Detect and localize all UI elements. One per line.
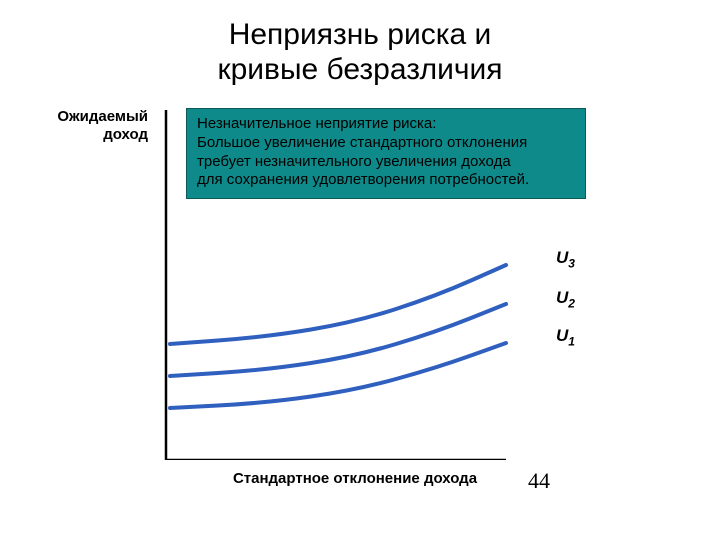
curve-label-u2-sub: 2 (568, 296, 575, 310)
chart-area: U3 U2 U1 (156, 108, 556, 460)
x-axis-label: Стандартное отклонение дохода (190, 470, 520, 487)
title-line-2: кривые безразличия (217, 53, 502, 86)
chart-svg (156, 108, 556, 460)
curve-label-u1-sub: 1 (568, 334, 575, 348)
curve-label-u2: U2 (556, 288, 575, 310)
curve-label-u3-text: U (556, 248, 568, 267)
curve-label-u1: U1 (556, 326, 575, 348)
y-axis-label: Ожидаемый доход (38, 108, 148, 144)
y-axis-label-line2: доход (103, 126, 148, 143)
curve-label-u2-text: U (556, 288, 568, 307)
curve-label-u3-sub: 3 (568, 256, 575, 270)
curve-label-u3: U3 (556, 248, 575, 270)
title-line-1: Неприязнь риска и (229, 18, 492, 51)
page-number: 44 (528, 468, 550, 494)
y-axis-label-line1: Ожидаемый (57, 108, 148, 125)
curve-label-u1-text: U (556, 326, 568, 345)
slide: Неприязнь риска и кривые безразличия Ожи… (0, 0, 720, 540)
slide-title: Неприязнь риска и кривые безразличия (0, 18, 720, 87)
